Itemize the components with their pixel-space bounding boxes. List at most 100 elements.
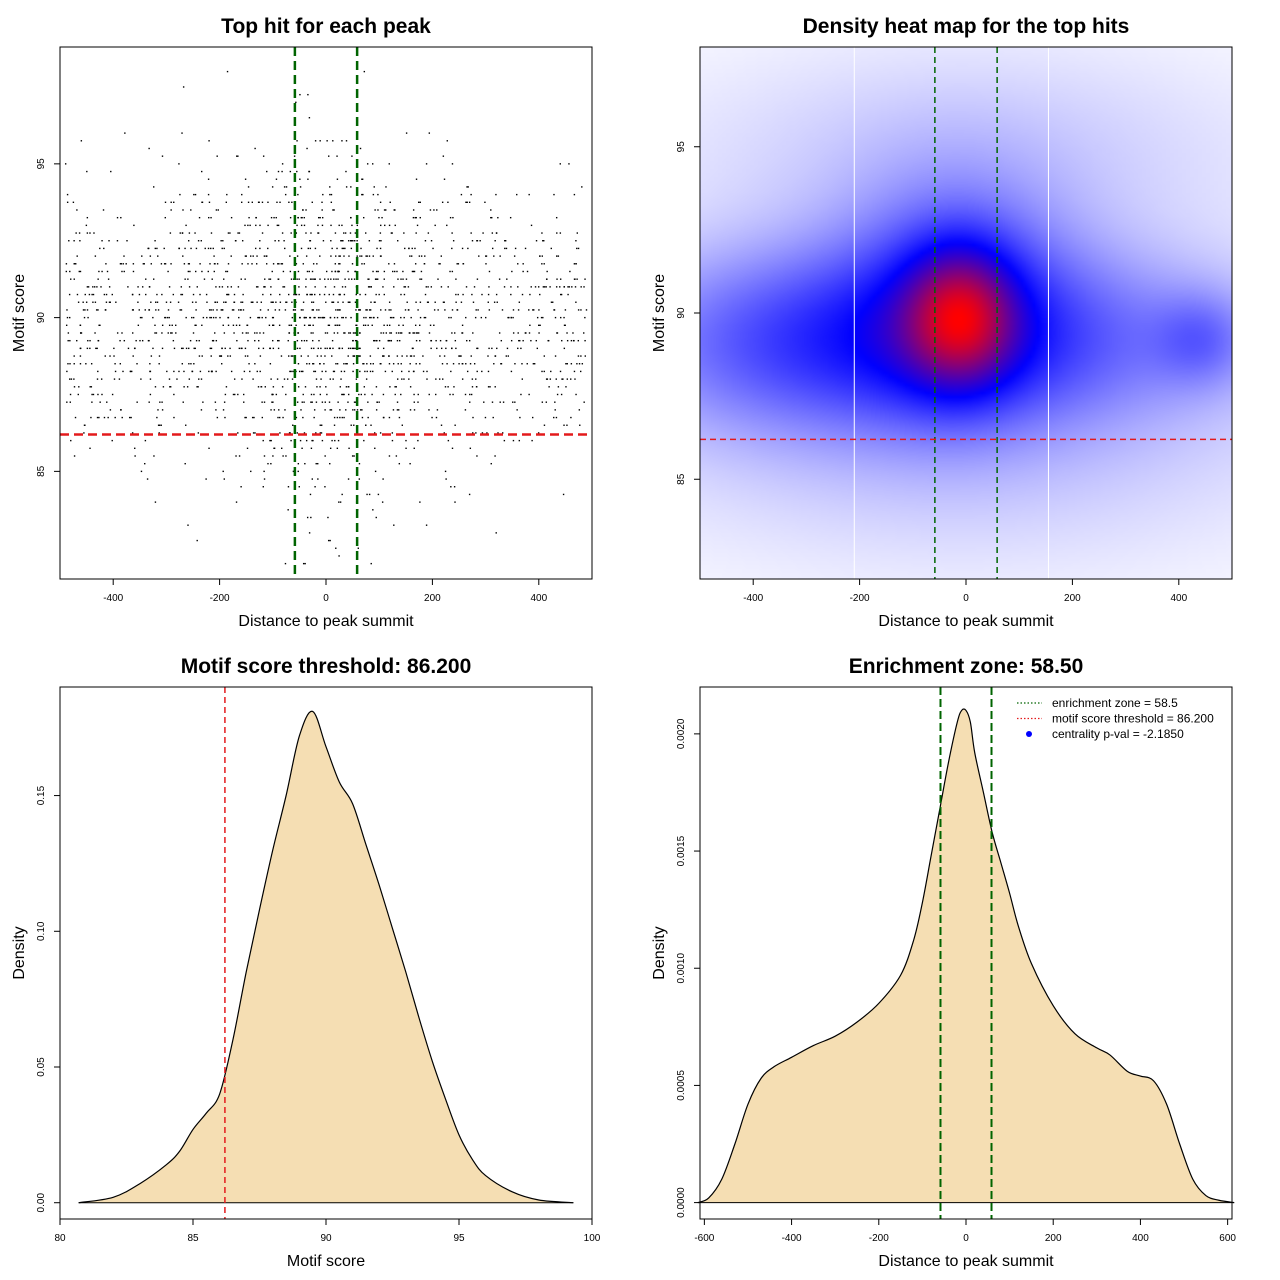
scatter-point bbox=[336, 155, 338, 157]
scatter-point bbox=[161, 347, 164, 350]
scatter-point bbox=[108, 301, 111, 303]
scatter-point bbox=[469, 363, 472, 365]
scatter-point bbox=[405, 278, 408, 280]
scatter-point bbox=[431, 416, 433, 419]
scatter-point bbox=[201, 324, 203, 327]
scatter-point bbox=[187, 240, 190, 242]
x-tick-label: -400 bbox=[782, 1233, 802, 1244]
scatter-point bbox=[331, 355, 333, 357]
scatter-point bbox=[415, 332, 418, 334]
scatter-point bbox=[157, 409, 159, 411]
scatter-point bbox=[306, 147, 308, 150]
scatter-point bbox=[469, 447, 472, 450]
scatter-point bbox=[296, 278, 298, 280]
scatter-point bbox=[96, 286, 98, 288]
scatter-point bbox=[225, 270, 227, 273]
scatter-point bbox=[366, 255, 368, 257]
scatter-point bbox=[420, 278, 423, 280]
scatter-point bbox=[356, 324, 358, 327]
scatter-point bbox=[87, 286, 90, 288]
scatter-point bbox=[245, 332, 247, 334]
scatter-point bbox=[116, 332, 119, 334]
scatter-point bbox=[264, 286, 266, 288]
scatter-point bbox=[310, 393, 313, 396]
scatter-point bbox=[457, 263, 460, 265]
scatter-point bbox=[313, 278, 315, 280]
scatter-point bbox=[440, 424, 443, 426]
scatter-point bbox=[288, 324, 290, 327]
scatter-point bbox=[321, 201, 323, 203]
scatter-point bbox=[521, 293, 524, 296]
scatter-point bbox=[107, 278, 110, 280]
scatter-point bbox=[445, 339, 447, 342]
scatter-point bbox=[415, 301, 417, 303]
scatter-point bbox=[368, 286, 371, 288]
scatter-point bbox=[408, 370, 410, 373]
scatter-point bbox=[324, 355, 326, 357]
scatter-point bbox=[180, 286, 183, 288]
scatter-point bbox=[330, 278, 332, 280]
scatter-point bbox=[331, 247, 333, 250]
scatter-point bbox=[232, 309, 235, 311]
scatter-point bbox=[380, 224, 382, 227]
scatter-point bbox=[215, 339, 218, 342]
scatter-point bbox=[382, 347, 385, 350]
scatter-point bbox=[303, 401, 305, 403]
scatter-point bbox=[570, 378, 572, 380]
scatter-point bbox=[338, 224, 340, 227]
scatter-point bbox=[323, 293, 326, 296]
scatter-point bbox=[379, 363, 381, 365]
scatter-point bbox=[300, 355, 303, 357]
scatter-point bbox=[521, 363, 523, 365]
scatter-point bbox=[265, 255, 267, 257]
scatter-point bbox=[484, 416, 487, 419]
scatter-point bbox=[136, 401, 138, 403]
scatter-point bbox=[473, 286, 476, 288]
scatter-point bbox=[261, 232, 264, 234]
scatter-point bbox=[389, 316, 392, 319]
scatter-point bbox=[580, 309, 582, 311]
scatter-point bbox=[267, 247, 269, 250]
scatter-point bbox=[528, 193, 530, 196]
scatter-point bbox=[270, 286, 272, 288]
scatter-point bbox=[310, 332, 312, 334]
scatter-point bbox=[363, 216, 365, 219]
scatter-point bbox=[284, 562, 287, 565]
scatter-point bbox=[553, 416, 555, 419]
scatter-point bbox=[306, 339, 308, 342]
scatter-point bbox=[367, 416, 369, 419]
scatter-point bbox=[279, 416, 281, 419]
scatter-point bbox=[70, 378, 73, 380]
scatter-point bbox=[344, 278, 346, 280]
scatter-point bbox=[330, 224, 332, 227]
scatter-point bbox=[455, 301, 457, 303]
scatter-point bbox=[208, 216, 210, 219]
scatter-point bbox=[358, 478, 361, 480]
scatter-point bbox=[142, 263, 145, 265]
scatter-point bbox=[481, 293, 483, 296]
scatter-point bbox=[198, 378, 200, 380]
scatter-point bbox=[445, 478, 447, 480]
scatter-point bbox=[297, 216, 299, 219]
scatter-point bbox=[299, 347, 301, 350]
scatter-point bbox=[216, 263, 219, 265]
scatter-point bbox=[556, 393, 559, 396]
scatter-point bbox=[338, 309, 340, 311]
scatter-point bbox=[215, 409, 217, 411]
scatter-point bbox=[256, 332, 258, 334]
scatter-point bbox=[70, 278, 72, 280]
scatter-point bbox=[152, 278, 155, 280]
scatter-point bbox=[439, 355, 441, 357]
scatter-point bbox=[375, 409, 378, 411]
scatter-point bbox=[413, 393, 415, 396]
scatter-point bbox=[379, 432, 382, 434]
scatter-point bbox=[317, 316, 320, 319]
scatter-point bbox=[342, 240, 344, 242]
scatter-point bbox=[419, 363, 421, 365]
scatter-point bbox=[460, 193, 463, 196]
scatter-point bbox=[222, 409, 225, 411]
scatter-point bbox=[305, 316, 307, 319]
scatter-point bbox=[404, 247, 406, 250]
scatter-point bbox=[302, 301, 305, 303]
scatter-point bbox=[111, 439, 113, 442]
